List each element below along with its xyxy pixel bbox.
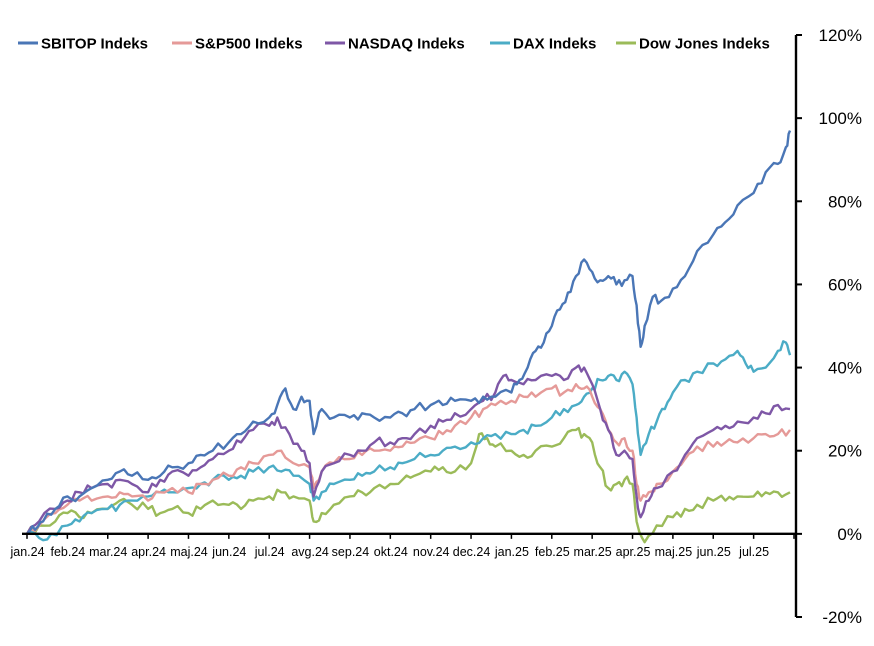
legend: SBITOP Indeks S&P500 Indeks NASDAQ Indeks D…: [18, 36, 770, 53]
x-tick-label: dec.24: [453, 545, 491, 559]
legend-label: S&P500 Indeks: [195, 36, 303, 53]
x-tick-label: jun.24: [211, 545, 246, 559]
x-tick-label: jun.25: [696, 545, 731, 559]
x-tick-label: maj.25: [655, 545, 693, 559]
x-tick-label: jul.24: [254, 545, 285, 559]
series-layer: [25, 130, 792, 544]
x-tick-label: jan.25: [494, 545, 529, 559]
x-tick-label: jul.25: [738, 545, 769, 559]
x-tick-label: okt.24: [374, 545, 408, 559]
x-tick-label: avg.24: [291, 545, 329, 559]
legend-label: NASDAQ Indeks: [348, 36, 465, 53]
x-tick-label: sep.24: [332, 545, 370, 559]
y-tick-label: 20%: [828, 442, 862, 461]
x-tick-label: feb.24: [50, 545, 85, 559]
legend-label: Dow Jones Indeks: [639, 36, 770, 53]
series-line-dax-indeks: [26, 340, 792, 542]
y-tick-label: 0%: [837, 525, 862, 544]
x-tick-label: apr.25: [616, 545, 651, 559]
x-tick-label: apr.24: [131, 545, 166, 559]
x-tick-label: mar.25: [574, 545, 612, 559]
series-line-nasdaq-indeks: [25, 364, 791, 535]
x-tick-label: feb.25: [535, 545, 570, 559]
series-line-sbitop-indeks: [26, 130, 792, 535]
x-tick-label: nov.24: [413, 545, 450, 559]
y-tick-label: 80%: [828, 192, 862, 211]
x-tick-label: maj.24: [170, 545, 208, 559]
x-tick-label: mar.24: [89, 545, 127, 559]
y-tick-label: 60%: [828, 275, 862, 294]
legend-label: DAX Indeks: [513, 36, 596, 53]
y-tick-label: 40%: [828, 359, 862, 378]
series-line-s-p500-indeks: [26, 383, 791, 535]
legend-label: SBITOP Indeks: [41, 36, 148, 53]
y-tick-label: -20%: [822, 608, 862, 627]
y-tick-label: 100%: [819, 109, 862, 128]
series-line-dow-jones-indeks: [25, 426, 791, 544]
y-tick-label: 120%: [819, 26, 862, 45]
x-tick-label: jan.24: [9, 545, 44, 559]
axes-layer: -20% 0% 20% 40% 60% 80% 100% 120% jan.24 feb.24 ma…: [9, 26, 862, 627]
